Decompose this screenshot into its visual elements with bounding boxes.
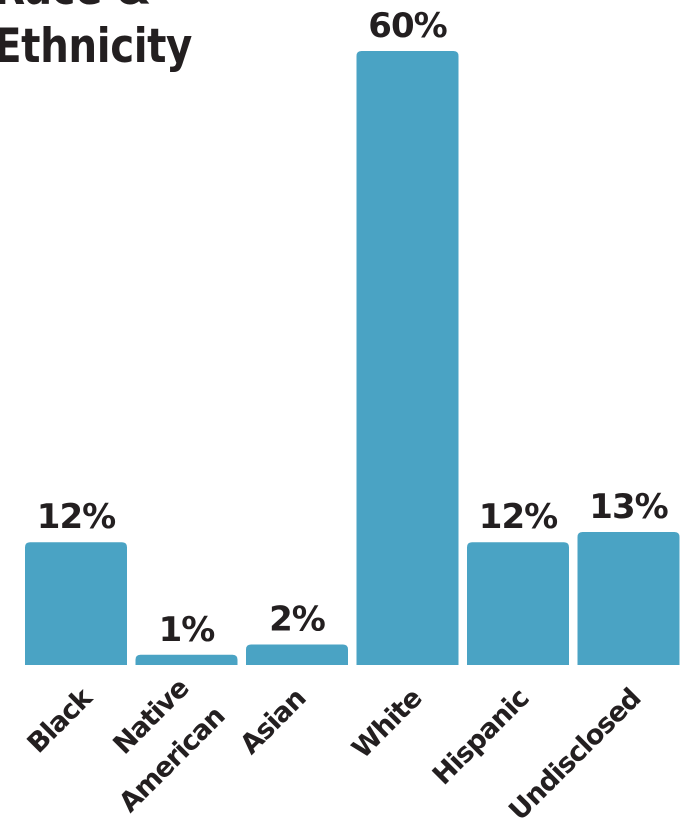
value-label-undisclosed: 13% xyxy=(589,487,667,527)
value-label-asian: 2% xyxy=(269,600,325,640)
value-label-hispanic: 12% xyxy=(479,497,557,537)
bar-native-american xyxy=(135,654,238,665)
value-label-native-american: 1% xyxy=(159,610,215,650)
category-label-hispanic: Hispanic xyxy=(427,683,535,791)
category-label-black: Black xyxy=(22,682,100,760)
category-label-white: White xyxy=(346,683,428,765)
bar-undisclosed xyxy=(577,531,680,665)
bar-hispanic xyxy=(467,542,569,665)
bar-white xyxy=(356,51,459,665)
chart-title: Race & Ethnicity xyxy=(0,0,192,74)
bar-black xyxy=(25,542,127,665)
value-label-white: 60% xyxy=(368,6,446,46)
category-label-asian: Asian xyxy=(234,683,312,761)
bar-asian xyxy=(246,644,348,665)
value-label-black: 12% xyxy=(37,497,115,537)
